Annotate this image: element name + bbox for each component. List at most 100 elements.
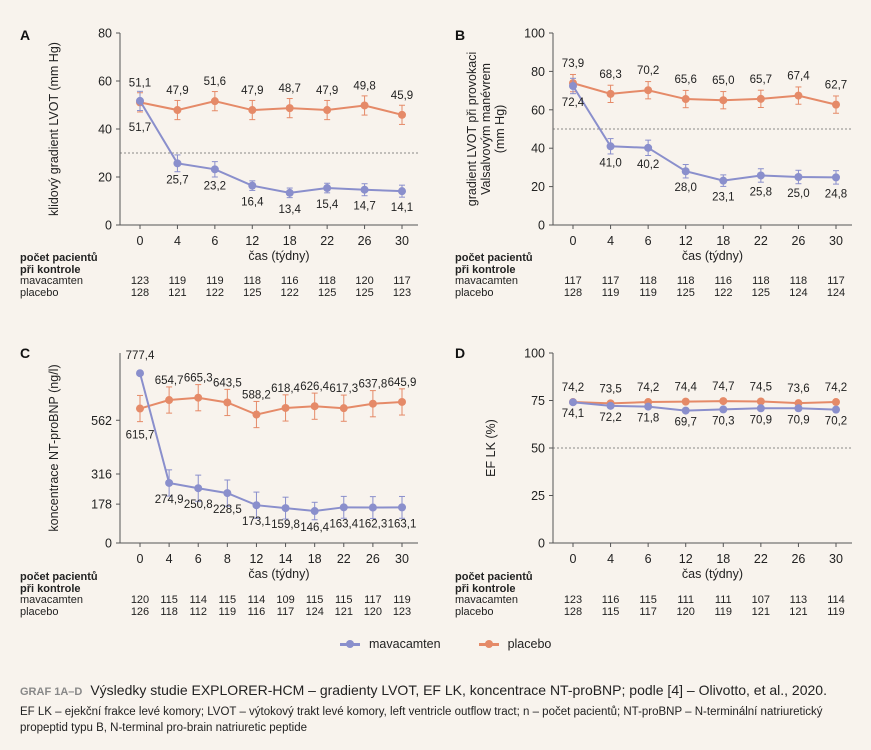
data-point-c-mavacamten-7 (339, 503, 348, 512)
patient-count-b-placebo-5: 125 (751, 286, 771, 299)
y-tick-label-b-3: 60 (531, 103, 545, 117)
x-tick-label-a-2: 6 (211, 234, 218, 248)
patient-count-b-mavacamten-2: 118 (639, 275, 657, 287)
data-point-d-mavacamten-6 (794, 404, 803, 413)
series-line-a-mavacamten (139, 100, 403, 194)
data-label-a-mavacamten-6: 14,7 (353, 201, 375, 213)
patient-count-d-placebo-3: 120 (676, 605, 695, 618)
patient-row-a-mavacamten: mavacamten 123 119 119 118 116 118 120 117 (20, 275, 418, 288)
x-tick-label-b-2: 6 (645, 234, 652, 248)
x-tick-label-a-5: 22 (320, 234, 334, 248)
patient-count-c-placebo-8: 120 (363, 605, 383, 618)
data-label-a-placebo-3: 47,9 (241, 85, 263, 97)
data-label-d-mavacamten-7: 70,2 (825, 416, 847, 428)
patient-count-a-mavacamten-0: 123 (130, 275, 150, 287)
data-point-d-placebo-4 (719, 397, 728, 406)
data-label-c-placebo-5: 618,4 (271, 383, 300, 395)
patient-count-b-placebo-4: 122 (714, 286, 733, 299)
data-label-b-placebo-0: 73,9 (562, 58, 584, 70)
patient-row-label-d-mavacamten: mavacamten (455, 594, 518, 606)
patient-count-d-placebo-1: 115 (601, 605, 620, 618)
patient-row-b-mavacamten: mavacamten 117 117 118 118 116 118 118 117 (455, 275, 852, 288)
data-point-c-mavacamten-1 (165, 478, 174, 487)
patient-count-a-placebo-3: 125 (243, 286, 262, 299)
data-label-d-placebo-0: 74,2 (562, 382, 584, 394)
data-point-c-placebo-6 (310, 402, 319, 411)
x-tick-label-c-1: 4 (166, 552, 173, 566)
data-label-c-placebo-3: 643,5 (213, 377, 242, 389)
patient-row-label-d-placebo: placebo (455, 605, 494, 618)
data-point-d-mavacamten-2 (644, 402, 653, 411)
data-label-a-placebo-2: 51,6 (204, 76, 226, 88)
patient-count-b-mavacamten-7: 117 (827, 275, 845, 287)
data-label-c-mavacamten-7: 163,4 (329, 518, 358, 530)
patient-count-c-mavacamten-0: 120 (130, 594, 150, 606)
data-point-d-mavacamten-1 (606, 401, 615, 410)
data-point-a-mavacamten-0 (136, 96, 144, 105)
x-tick-label-a-0: 0 (137, 234, 144, 248)
y-tick-label-c-1: 178 (91, 498, 112, 512)
patient-count-a-mavacamten-1: 119 (168, 275, 187, 287)
x-tick-label-c-7: 22 (337, 552, 351, 566)
data-label-d-placebo-6: 73,6 (787, 383, 809, 395)
patient-count-a-placebo-2: 122 (205, 286, 225, 299)
patient-count-b-placebo-2: 119 (639, 286, 657, 299)
patient-count-b-placebo-7: 124 (826, 286, 846, 299)
data-label-c-placebo-1: 654,7 (155, 375, 184, 387)
data-label-c-mavacamten-3: 228,5 (213, 504, 242, 516)
data-label-a-placebo-7: 45,9 (391, 90, 413, 102)
patient-count-a-mavacamten-7: 117 (393, 275, 411, 287)
data-label-c-mavacamten-9: 163,1 (388, 518, 417, 530)
x-tick-label-c-4: 12 (249, 552, 263, 566)
data-point-b-mavacamten-6 (794, 173, 803, 181)
series-line-c-placebo (139, 396, 403, 416)
data-point-c-mavacamten-3 (223, 489, 232, 498)
patient-count-c-placebo-4: 116 (247, 605, 266, 618)
patient-count-c-mavacamten-1: 115 (160, 594, 178, 606)
patient-table-header-b: počet pacientů (455, 252, 533, 264)
patient-count-d-mavacamten-2: 115 (639, 594, 657, 606)
data-point-c-mavacamten-4 (252, 501, 261, 510)
patient-count-c-mavacamten-9: 119 (393, 594, 411, 606)
data-label-a-placebo-1: 47,9 (166, 85, 188, 97)
data-label-a-mavacamten-7: 14,1 (391, 202, 413, 214)
patient-row-d-placebo: placebo 128 115 117 120 119 121 121 119 (455, 605, 852, 619)
x-tick-label-c-8: 26 (366, 552, 380, 566)
data-point-a-placebo-3 (248, 106, 257, 115)
data-point-a-mavacamten-6 (360, 185, 369, 194)
data-label-d-mavacamten-0: 74,1 (562, 408, 584, 420)
caption: GRAF 1A–D Výsledky studie EXPLORER-HCM – … (20, 682, 860, 736)
data-point-a-placebo-6 (360, 101, 369, 110)
data-point-c-mavacamten-6 (310, 507, 319, 516)
data-label-d-mavacamten-1: 72,2 (599, 412, 621, 424)
patient-count-c-placebo-5: 117 (276, 605, 295, 618)
data-label-a-placebo-6: 49,8 (353, 80, 375, 92)
patient-count-d-mavacamten-4: 111 (714, 594, 732, 606)
x-tick-label-a-3: 12 (245, 234, 259, 248)
data-label-a-placebo-0: 51,1 (129, 77, 151, 89)
data-point-c-mavacamten-0 (136, 369, 144, 378)
patient-count-a-mavacamten-5: 118 (318, 275, 336, 287)
data-label-d-placebo-2: 74,2 (637, 382, 659, 394)
y-axis-label-line-b-1: Valsalvovým manévrem (479, 63, 493, 195)
data-point-a-placebo-1 (173, 106, 182, 115)
data-point-c-mavacamten-9 (398, 503, 406, 512)
y-tick-label-a-2: 40 (98, 123, 112, 137)
data-label-b-mavacamten-7: 24,8 (825, 188, 847, 200)
x-tick-label-b-6: 26 (791, 234, 805, 248)
legend-swatch-placebo (478, 639, 499, 648)
caption-title-line: GRAF 1A–D Výsledky studie EXPLORER-HCM – … (20, 682, 860, 698)
x-tick-label-c-0: 0 (137, 552, 144, 566)
series-line-d-mavacamten (572, 401, 837, 412)
y-axis-label-line-b-2: (mm Hg) (493, 105, 507, 154)
patient-table-a: počet pacientů při kontrole mavacamten 123 1… (20, 252, 418, 299)
patient-table-header2-d: při kontrole (455, 582, 516, 595)
data-point-a-mavacamten-5 (323, 184, 332, 193)
x-axis-label-a: čas (týdny) (248, 249, 309, 263)
patient-count-b-mavacamten-0: 117 (564, 275, 582, 287)
patient-count-b-mavacamten-6: 118 (789, 275, 808, 287)
x-tick-label-d-0: 0 (570, 552, 577, 566)
data-label-d-placebo-5: 74,5 (750, 381, 772, 393)
patient-row-label-b-placebo: placebo (455, 286, 494, 299)
x-tick-label-d-2: 6 (645, 552, 652, 566)
